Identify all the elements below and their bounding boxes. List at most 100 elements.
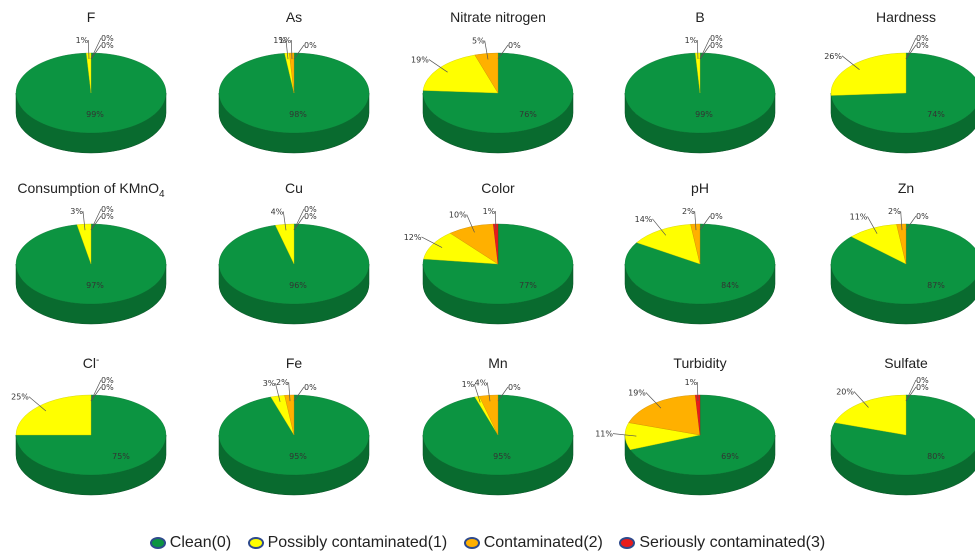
chart-legend: Clean(0) Possibly contaminated(1) Contam…	[0, 534, 975, 552]
pie-slice-hardness-possibly-contaminated-1	[830, 52, 907, 96]
pie-label-color-contaminated-2: 10%	[449, 211, 467, 220]
pie-leader-nitrate-nitrogen-possibly-contaminated-1	[428, 59, 448, 73]
pie-f: F 99% 1% 0%0%	[15, 9, 167, 154]
pie-label-zn-contaminated-2: 2%	[888, 207, 901, 216]
pie-leader-cl-seriously-contaminated-3	[90, 386, 102, 402]
pie-label-consumption-of-kmno-clean: 97%	[86, 281, 104, 290]
pie-leader-sulfate-seriously-contaminated-3	[905, 386, 917, 402]
pie-title-f: F	[87, 9, 96, 25]
pie-label-sulfate-possibly-contaminated-1: 20%	[836, 388, 854, 397]
pie-title-turbidity: Turbidity	[673, 355, 726, 371]
pie-leader-nitrate-nitrogen-contaminated-2	[484, 40, 489, 60]
pie-title-cl: Cl-	[83, 355, 100, 371]
pie-slice-turbidity-clean-0	[629, 394, 776, 476]
pie-as: As 98% 1%1% 0%	[218, 9, 370, 154]
pie-label-mn-possibly-contaminated-1: 1%	[462, 380, 475, 389]
pie-label-sulfate-contaminated-2: 0%	[916, 376, 929, 385]
pie-leader-as-seriously-contaminated-3	[293, 44, 305, 60]
legend-swatch-seriously-contaminated	[619, 537, 636, 549]
pie-leader-color-contaminated-2	[466, 214, 475, 233]
pie-label-hardness-possibly-contaminated-1: 26%	[824, 52, 842, 61]
pie-leader-zn-contaminated-2	[900, 211, 903, 231]
pie-label-ph-seriously-contaminated-3: 0%	[710, 212, 723, 221]
pie-label-as-clean: 98%	[289, 110, 307, 119]
pie-leader-zn-seriously-contaminated-3	[905, 215, 917, 231]
pie-label-f-seriously-contaminated-3: 0%	[101, 41, 114, 50]
pie-label-cu-possibly-contaminated-1: 4%	[271, 207, 284, 216]
pie-slice-cu-possibly-contaminated-1	[275, 223, 295, 265]
pie-slice-cl-possibly-contaminated-1	[15, 394, 92, 436]
pie-label-f-contaminated-2: 0%	[101, 34, 114, 43]
legend-item-seriously-contaminated: Seriously contaminated(3)	[619, 534, 825, 552]
pie-label-nitrate-nitrogen-clean: 76%	[519, 110, 537, 119]
pie-leader-color-seriously-contaminated-3	[494, 210, 497, 231]
pie-label-turbidity-possibly-contaminated-1: 11%	[595, 430, 613, 439]
pie-title-color: Color	[481, 180, 515, 196]
pie-leader-consumption-of-kmno-possibly-contaminated-1	[82, 211, 86, 231]
pie-label-cu-seriously-contaminated-3: 0%	[304, 212, 317, 221]
pie-slice-sulfate-possibly-contaminated-1	[834, 394, 907, 436]
pie-leader-hardness-seriously-contaminated-3	[905, 44, 917, 60]
pie-slice-nitrate-nitrogen-possibly-contaminated-1	[422, 54, 499, 94]
pie-label-color-clean: 77%	[519, 281, 537, 290]
pie-leader-zn-possibly-contaminated-1	[867, 216, 878, 234]
pie-leader-cl-contaminated-2	[90, 379, 102, 402]
pie-label-mn-seriously-contaminated-3: 0%	[508, 383, 521, 392]
pie-turbidity: Turbidity 69% 11% 19% 1%	[595, 355, 776, 496]
pie-slice-color-clean-0	[422, 223, 574, 305]
pie-slice-cl-clean-0	[15, 394, 167, 476]
pie-label-nitrate-nitrogen-possibly-contaminated-1: 19%	[411, 55, 429, 64]
pie-label-as-possibly-contaminated-1: 1%	[273, 36, 286, 45]
pie-leader-fe-seriously-contaminated-3	[293, 386, 305, 402]
pie-label-hardness-clean: 74%	[927, 110, 945, 119]
pie-label-color-seriously-contaminated-3: 1%	[483, 207, 496, 216]
pie-label-zn-possibly-contaminated-1: 11%	[850, 212, 868, 221]
pie-label-f-possibly-contaminated-1: 1%	[76, 36, 89, 45]
pie-label-b-contaminated-2: 0%	[710, 34, 723, 43]
pie-label-cl-clean: 75%	[112, 452, 130, 461]
pie-label-nitrate-nitrogen-seriously-contaminated-3: 0%	[508, 41, 521, 50]
pie-label-as-contaminated-2: 1%	[279, 36, 292, 45]
pie-leader-cl-possibly-contaminated-1	[28, 396, 47, 412]
pie-label-cl-possibly-contaminated-1: 25%	[11, 393, 29, 402]
pie-label-f-clean: 99%	[86, 110, 104, 119]
pie-label-consumption-of-kmno-possibly-contaminated-1: 3%	[70, 207, 83, 216]
pie-leader-b-seriously-contaminated-3	[699, 44, 711, 60]
pie-label-cu-clean: 96%	[289, 281, 307, 290]
pie-leader-f-possibly-contaminated-1	[87, 39, 90, 60]
pie-mn: Mn 95% 1% 4% 0%	[422, 355, 574, 496]
legend-swatch-clean	[149, 537, 166, 549]
pie-color: Color 77% 12% 10% 1%	[404, 180, 574, 325]
pie-leader-ph-seriously-contaminated-3	[699, 215, 711, 231]
pie-leader-fe-contaminated-2	[288, 382, 291, 402]
legend-label-contaminated: Contaminated(2)	[483, 534, 603, 551]
pie-leader-as-possibly-contaminated-1	[285, 40, 289, 60]
pie-leader-color-possibly-contaminated-1	[421, 236, 443, 248]
legend-label-clean: Clean(0)	[169, 534, 232, 551]
pie-title-fe: Fe	[286, 355, 303, 371]
pie-leader-hardness-possibly-contaminated-1	[841, 55, 860, 70]
pie-slice-zn-clean-0	[830, 223, 975, 305]
pie-consumption-of-kmno: Consumption of KMnO4 97% 3% 0%0%	[15, 180, 167, 325]
pie-label-sulfate-seriously-contaminated-3: 0%	[916, 383, 929, 392]
pie-label-hardness-contaminated-2: 0%	[916, 34, 929, 43]
pie-leader-cu-seriously-contaminated-3	[293, 215, 305, 231]
pie-title-b: B	[695, 9, 704, 25]
pie-title-sulfate: Sulfate	[884, 355, 928, 371]
pie-label-nitrate-nitrogen-contaminated-2: 5%	[472, 37, 485, 46]
pie-label-mn-clean: 95%	[493, 452, 511, 461]
pie-slice-ph-clean-0	[624, 223, 776, 305]
pie-leader-hardness-contaminated-2	[905, 37, 917, 60]
pie-slice-hardness-clean-0	[830, 52, 975, 134]
pie-leader-b-contaminated-2	[699, 37, 711, 60]
pie-leader-f-contaminated-2	[90, 37, 102, 60]
pie-leader-ph-possibly-contaminated-1	[652, 218, 667, 236]
pie-slice-turbidity-contaminated-2	[628, 394, 701, 436]
pie-fe: Fe 95% 3% 2% 0%	[218, 355, 370, 496]
pie-label-zn-clean: 87%	[927, 281, 945, 290]
pie-label-as-seriously-contaminated-3: 0%	[304, 41, 317, 50]
pie-label-ph-possibly-contaminated-1: 14%	[635, 215, 653, 224]
pie-sulfate: Sulfate 80% 20% 0%0%	[830, 355, 975, 496]
pie-label-hardness-seriously-contaminated-3: 0%	[916, 41, 929, 50]
